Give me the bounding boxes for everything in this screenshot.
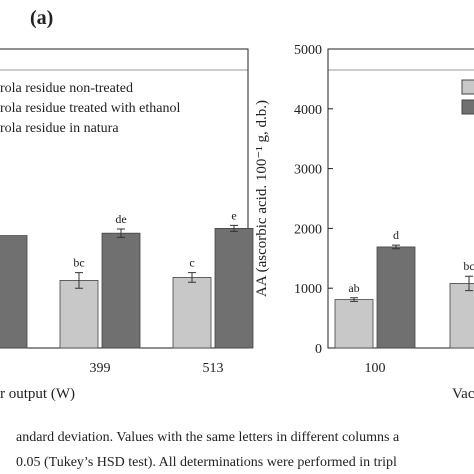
axes-frame	[327, 48, 474, 349]
value-label: d	[393, 228, 399, 242]
value-label: de	[115, 212, 126, 226]
y-tick-label: 3000	[294, 163, 322, 178]
bar	[214, 227, 254, 349]
value-label: bc	[73, 256, 84, 270]
y-tick-label: 0	[315, 342, 322, 357]
value-label: bc	[463, 259, 474, 273]
x-tick-label: 100	[365, 361, 386, 376]
legend-label: rola residue in natura	[0, 121, 119, 136]
y-tick-label: 2000	[294, 222, 322, 237]
bar	[0, 235, 28, 349]
error-bar	[75, 272, 83, 289]
x-tick-label: 513	[203, 361, 224, 376]
y-tick-label: 5000	[294, 43, 322, 58]
bar	[59, 280, 99, 349]
legend-swatch	[461, 99, 474, 115]
caption-line: 0.05 (Tukey’s HSD test). All determinati…	[16, 455, 397, 470]
error-bar	[230, 224, 238, 232]
x-axis-label: Vac	[452, 386, 474, 402]
y-tick-label: 4000	[294, 103, 322, 118]
y-tick-label: 1000	[294, 282, 322, 297]
error-bar	[188, 272, 196, 283]
value-label: e	[231, 208, 236, 222]
value-label: c	[189, 256, 194, 270]
error-bar	[392, 244, 400, 250]
legend-label: rola residue treated with ethanol	[0, 101, 180, 116]
panel-label: (a)	[30, 7, 53, 29]
y-axis-label: AA (ascorbic acid. 100⁻¹ g, d.b.)	[254, 100, 270, 297]
x-axis-label: r output (W)	[0, 386, 75, 402]
bar	[449, 283, 474, 349]
caption-line: andard deviation. Values with the same l…	[16, 430, 400, 445]
legend-swatch	[461, 79, 474, 95]
error-bar	[350, 297, 358, 302]
bar	[376, 246, 416, 349]
bar	[172, 277, 212, 349]
x-tick-label: 399	[90, 361, 111, 376]
legend-label: rola residue non-treated	[0, 81, 133, 96]
error-bar	[465, 275, 473, 292]
error-bar	[117, 228, 125, 238]
bar	[101, 232, 141, 349]
value-label: ab	[348, 281, 359, 295]
bar	[334, 299, 374, 349]
